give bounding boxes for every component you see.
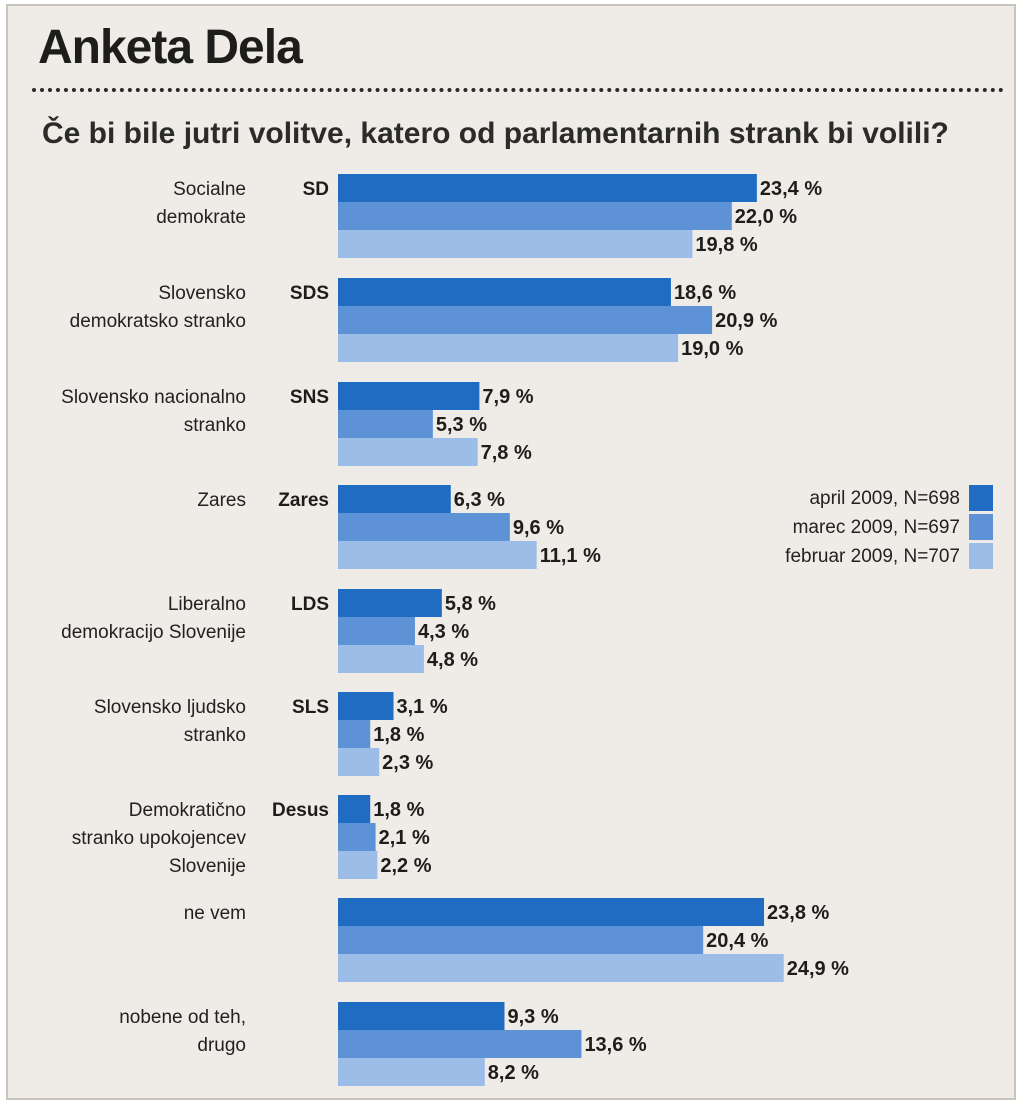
bar-februar [338, 230, 693, 258]
value-label: 2,3 % [382, 752, 433, 774]
bar-april [338, 1002, 505, 1030]
legend-swatch-marec [969, 514, 993, 540]
bar-marec [338, 306, 713, 334]
party-abbreviation: SDS [290, 283, 329, 304]
category-label: demokrate [156, 207, 246, 228]
chart-title: Anketa Dela [38, 21, 303, 74]
category-label: Demokratično [129, 800, 246, 821]
category-label: stranko [184, 415, 246, 436]
legend-label: februar 2009, N=707 [785, 546, 960, 567]
bar-marec [338, 202, 732, 230]
party-abbreviation: SLS [292, 697, 329, 718]
category-label: demokracijo Slovenije [61, 622, 246, 643]
dotted-divider [32, 88, 1004, 92]
value-label: 9,6 % [513, 517, 564, 539]
category-label: ne vem [184, 903, 246, 924]
category-label: Zares [197, 490, 246, 511]
bar-april [338, 485, 451, 513]
bar-februar [338, 748, 380, 776]
value-label: 23,4 % [760, 178, 822, 200]
bar-marec [338, 823, 376, 851]
category-label: Slovensko ljudsko [94, 697, 246, 718]
legend-swatch-april [969, 485, 993, 511]
party-abbreviation: Zares [278, 490, 329, 511]
legend-swatch-februar [969, 543, 993, 569]
value-label: 4,3 % [418, 621, 469, 643]
value-label: 1,8 % [373, 724, 424, 746]
value-label: 8,2 % [488, 1062, 539, 1084]
legend-label: april 2009, N=698 [809, 488, 960, 509]
category-label: Liberalno [168, 594, 246, 615]
value-label: 2,1 % [379, 827, 430, 849]
value-label: 22,0 % [735, 206, 797, 228]
value-label: 11,1 % [540, 545, 601, 567]
bar-marec [338, 1030, 582, 1058]
bar-marec [338, 617, 415, 645]
category-label: stranko [184, 725, 246, 746]
category-label: Socialne [173, 179, 246, 200]
bar-februar [338, 645, 424, 673]
value-label: 3,1 % [396, 696, 447, 718]
chart-question: Če bi bile jutri volitve, katero od parl… [42, 117, 949, 150]
value-label: 19,8 % [695, 234, 757, 256]
value-label: 9,3 % [507, 1006, 558, 1028]
bar-februar [338, 541, 537, 569]
bar-april [338, 692, 394, 720]
legend-label: marec 2009, N=697 [793, 517, 960, 538]
party-abbreviation: LDS [291, 594, 329, 615]
bar-april [338, 382, 480, 410]
bar-april [338, 898, 765, 926]
value-label: 20,4 % [706, 930, 768, 952]
value-label: 19,0 % [681, 338, 743, 360]
category-label: nobene od teh, [119, 1007, 246, 1028]
value-label: 6,3 % [454, 489, 505, 511]
category-label: drugo [197, 1035, 246, 1056]
value-label: 13,6 % [584, 1034, 646, 1056]
bar-marec [338, 513, 510, 541]
category-label: Slovensko nacionalno [61, 387, 246, 408]
category-label: demokratsko stranko [70, 311, 246, 332]
value-label: 20,9 % [715, 310, 777, 332]
party-abbreviation: SNS [290, 387, 329, 408]
value-label: 4,8 % [427, 649, 478, 671]
category-label: Slovensko [158, 283, 246, 304]
value-label: 5,8 % [445, 593, 496, 615]
value-label: 18,6 % [674, 282, 736, 304]
value-label: 7,9 % [482, 386, 533, 408]
bar-april [338, 174, 757, 202]
bar-februar [338, 954, 784, 982]
bar-marec [338, 410, 433, 438]
category-label: stranko upokojencev [72, 828, 247, 849]
bar-april [338, 589, 442, 617]
value-label: 1,8 % [373, 799, 424, 821]
bar-april [338, 795, 371, 823]
bar-februar [338, 438, 478, 466]
bar-marec [338, 720, 371, 748]
bar-marec [338, 926, 704, 954]
value-label: 23,8 % [767, 902, 829, 924]
category-label: Slovenije [169, 856, 246, 877]
value-label: 5,3 % [436, 414, 487, 436]
bar-februar [338, 851, 378, 879]
bar-april [338, 278, 671, 306]
value-label: 24,9 % [787, 958, 849, 980]
value-label: 7,8 % [481, 442, 532, 464]
bar-februar [338, 1058, 485, 1086]
value-label: 2,2 % [380, 855, 431, 877]
bar-februar [338, 334, 679, 362]
party-abbreviation: Desus [272, 800, 329, 821]
party-abbreviation: SD [303, 179, 329, 200]
